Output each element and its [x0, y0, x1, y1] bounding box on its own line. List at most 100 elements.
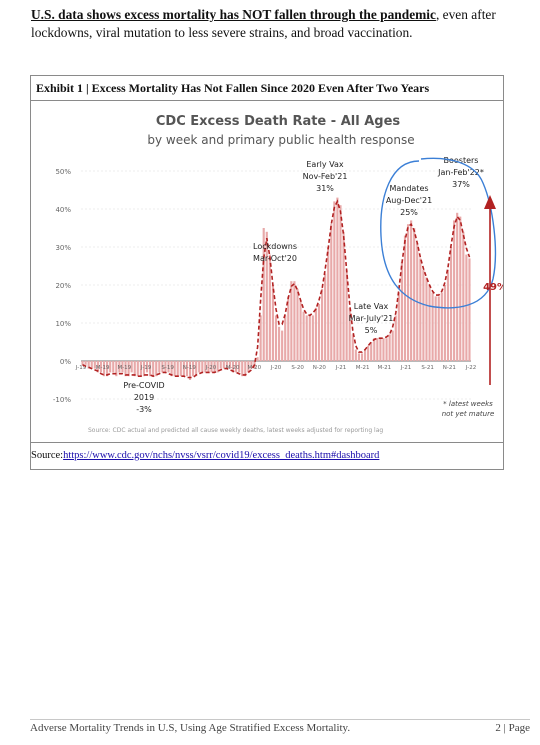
bar — [410, 220, 413, 361]
x-tick-label: M-19 — [117, 365, 131, 371]
bar — [351, 334, 354, 361]
bar — [385, 338, 388, 361]
bar — [84, 361, 87, 365]
bar — [121, 361, 124, 373]
bar — [391, 330, 394, 361]
bar — [124, 361, 127, 377]
excess-death-chart: CDC Excess Death Rate - All Ages by week… — [53, 114, 507, 434]
bar — [440, 292, 443, 361]
bar — [434, 296, 437, 361]
bar — [241, 361, 244, 377]
x-tick-label: J-20 — [205, 365, 217, 371]
intro-lead: U.S. data shows excess mortality has NOT… — [31, 7, 436, 22]
x-tick-label: J-19 — [75, 365, 87, 371]
bar — [406, 224, 410, 361]
y-tick-label: -10% — [53, 396, 71, 404]
y-tick-label: 50% — [55, 168, 71, 176]
bar — [185, 361, 189, 377]
y-tick-label: 30% — [55, 244, 71, 252]
x-tick-label: J-21 — [400, 365, 411, 371]
bar — [376, 338, 379, 361]
y-tick-label: 0% — [60, 358, 71, 366]
trend-line — [82, 199, 471, 379]
bar — [265, 231, 268, 361]
x-tick-label: M-20 — [226, 365, 240, 371]
annotation-boosters-value: 37% — [452, 180, 470, 189]
bar — [167, 361, 170, 373]
bar — [302, 311, 305, 361]
bar — [317, 304, 321, 361]
annotation-mandates-line1: Mandates — [389, 184, 428, 193]
bar — [90, 361, 93, 369]
x-tick-label: J-19 — [140, 365, 152, 371]
x-tick-label: M-19 — [96, 365, 110, 371]
bar — [290, 281, 293, 361]
bar — [115, 361, 118, 377]
bar — [198, 361, 201, 373]
bar — [109, 361, 112, 373]
bar — [327, 247, 330, 361]
bar — [118, 361, 121, 373]
annotation-precovid-line1: Pre-COVID — [123, 381, 164, 390]
annotation-boosters-line1: Boosters — [444, 156, 479, 165]
bar — [93, 361, 96, 369]
bar — [235, 361, 238, 373]
bar — [305, 315, 308, 361]
bar — [179, 361, 182, 377]
source-link[interactable]: https://www.cdc.gov/nchs/nvss/vsrr/covid… — [63, 450, 380, 461]
bar — [345, 269, 348, 361]
y-tick-label: 10% — [55, 320, 71, 328]
bar — [348, 307, 351, 361]
bar — [281, 330, 284, 361]
bar — [238, 361, 241, 373]
chart-container: CDC Excess Death Rate - All Ages by week… — [31, 101, 507, 442]
bar — [106, 361, 109, 377]
annotation-late-vax-line2: Mar-July'21 — [349, 314, 394, 323]
x-tick-label: N-19 — [183, 365, 197, 371]
bar — [155, 361, 158, 377]
annotation-precovid-line2: 2019 — [134, 393, 154, 402]
bar — [413, 228, 416, 361]
bar — [400, 262, 403, 361]
y-tick-label: 40% — [55, 206, 71, 214]
bar — [136, 361, 139, 377]
bar — [284, 315, 287, 361]
bar — [425, 277, 428, 361]
x-tick-label: S-19 — [161, 365, 174, 371]
bar — [397, 292, 400, 361]
x-tick-label: N-21 — [443, 365, 456, 371]
bar — [142, 361, 146, 377]
bar — [342, 231, 345, 361]
chart-source-note: Source: CDC actual and predicted all cau… — [88, 427, 383, 434]
bar — [339, 205, 342, 361]
bar — [192, 361, 195, 377]
bar — [363, 349, 367, 361]
highlight-circle — [380, 157, 497, 309]
increase-label: 49% — [483, 282, 503, 293]
bar — [204, 361, 207, 373]
bar — [320, 288, 324, 361]
annotation-mandates-value: 25% — [400, 208, 418, 217]
annotation-precovid: Pre-COVID 2019 -3% — [123, 381, 164, 414]
source-label: Source: — [31, 450, 64, 461]
bar — [336, 197, 339, 361]
annotation-lockdowns-line1: Lockdowns — [253, 242, 297, 251]
footer-title: Adverse Mortality Trends in U.S, Using A… — [30, 722, 351, 734]
bar — [219, 361, 222, 369]
bar — [324, 273, 327, 361]
bar — [149, 361, 152, 377]
annotation-early-vax-value: 31% — [316, 184, 334, 193]
bar — [173, 361, 176, 377]
bar — [360, 353, 364, 361]
bar — [274, 315, 278, 361]
exhibit-title: Exhibit 1 | Excess Mortality Has Not Fal… — [31, 76, 503, 101]
footnote-line1: * latest weeks — [443, 400, 493, 408]
bar — [250, 361, 253, 369]
bar — [422, 269, 425, 361]
bar — [256, 357, 259, 361]
bar — [428, 285, 431, 361]
bar — [259, 315, 262, 361]
bar — [207, 361, 210, 373]
chart-title: CDC Excess Death Rate - All Ages — [156, 114, 401, 129]
bar — [456, 212, 459, 361]
